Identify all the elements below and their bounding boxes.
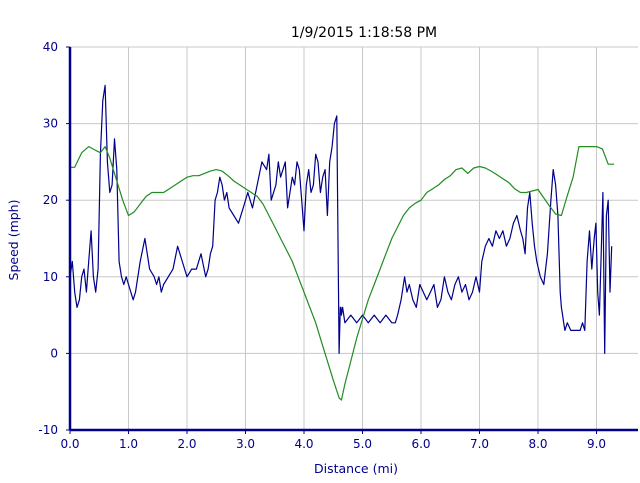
y-tick-label: 0	[50, 346, 58, 360]
y-tick-label: 30	[43, 117, 58, 131]
x-tick-label: 0.0	[60, 437, 79, 451]
y-axis-label: Speed (mph)	[6, 200, 21, 281]
x-tick-label: 6.0	[411, 437, 430, 451]
x-axis-label: Distance (mi)	[314, 461, 398, 476]
chart-grid	[70, 46, 638, 430]
y-tick-label: 20	[43, 193, 58, 207]
chart-axes	[66, 46, 638, 434]
x-tick-label: 7.0	[470, 437, 489, 451]
chart-series	[69, 84, 615, 401]
y-tick-label: 40	[43, 40, 58, 54]
x-tick-label: 1.0	[119, 437, 138, 451]
chart-tick-labels: 0.01.02.03.04.05.06.07.08.09.010.0403020…	[38, 40, 606, 451]
x-tick-label: 8.0	[528, 437, 547, 451]
series-line-2	[70, 146, 615, 401]
y-tick-label: 10	[43, 270, 58, 284]
x-tick-label: 4.0	[294, 437, 313, 451]
chart-title: 1/9/2015 1:18:58 PM	[291, 25, 437, 41]
y-tick-label: -10	[38, 423, 58, 437]
x-tick-label: 2.0	[177, 437, 196, 451]
x-tick-label: 9.0	[587, 437, 606, 451]
series-line-1	[69, 84, 613, 354]
x-tick-label: 5.0	[353, 437, 372, 451]
x-tick-label: 3.0	[236, 437, 255, 451]
